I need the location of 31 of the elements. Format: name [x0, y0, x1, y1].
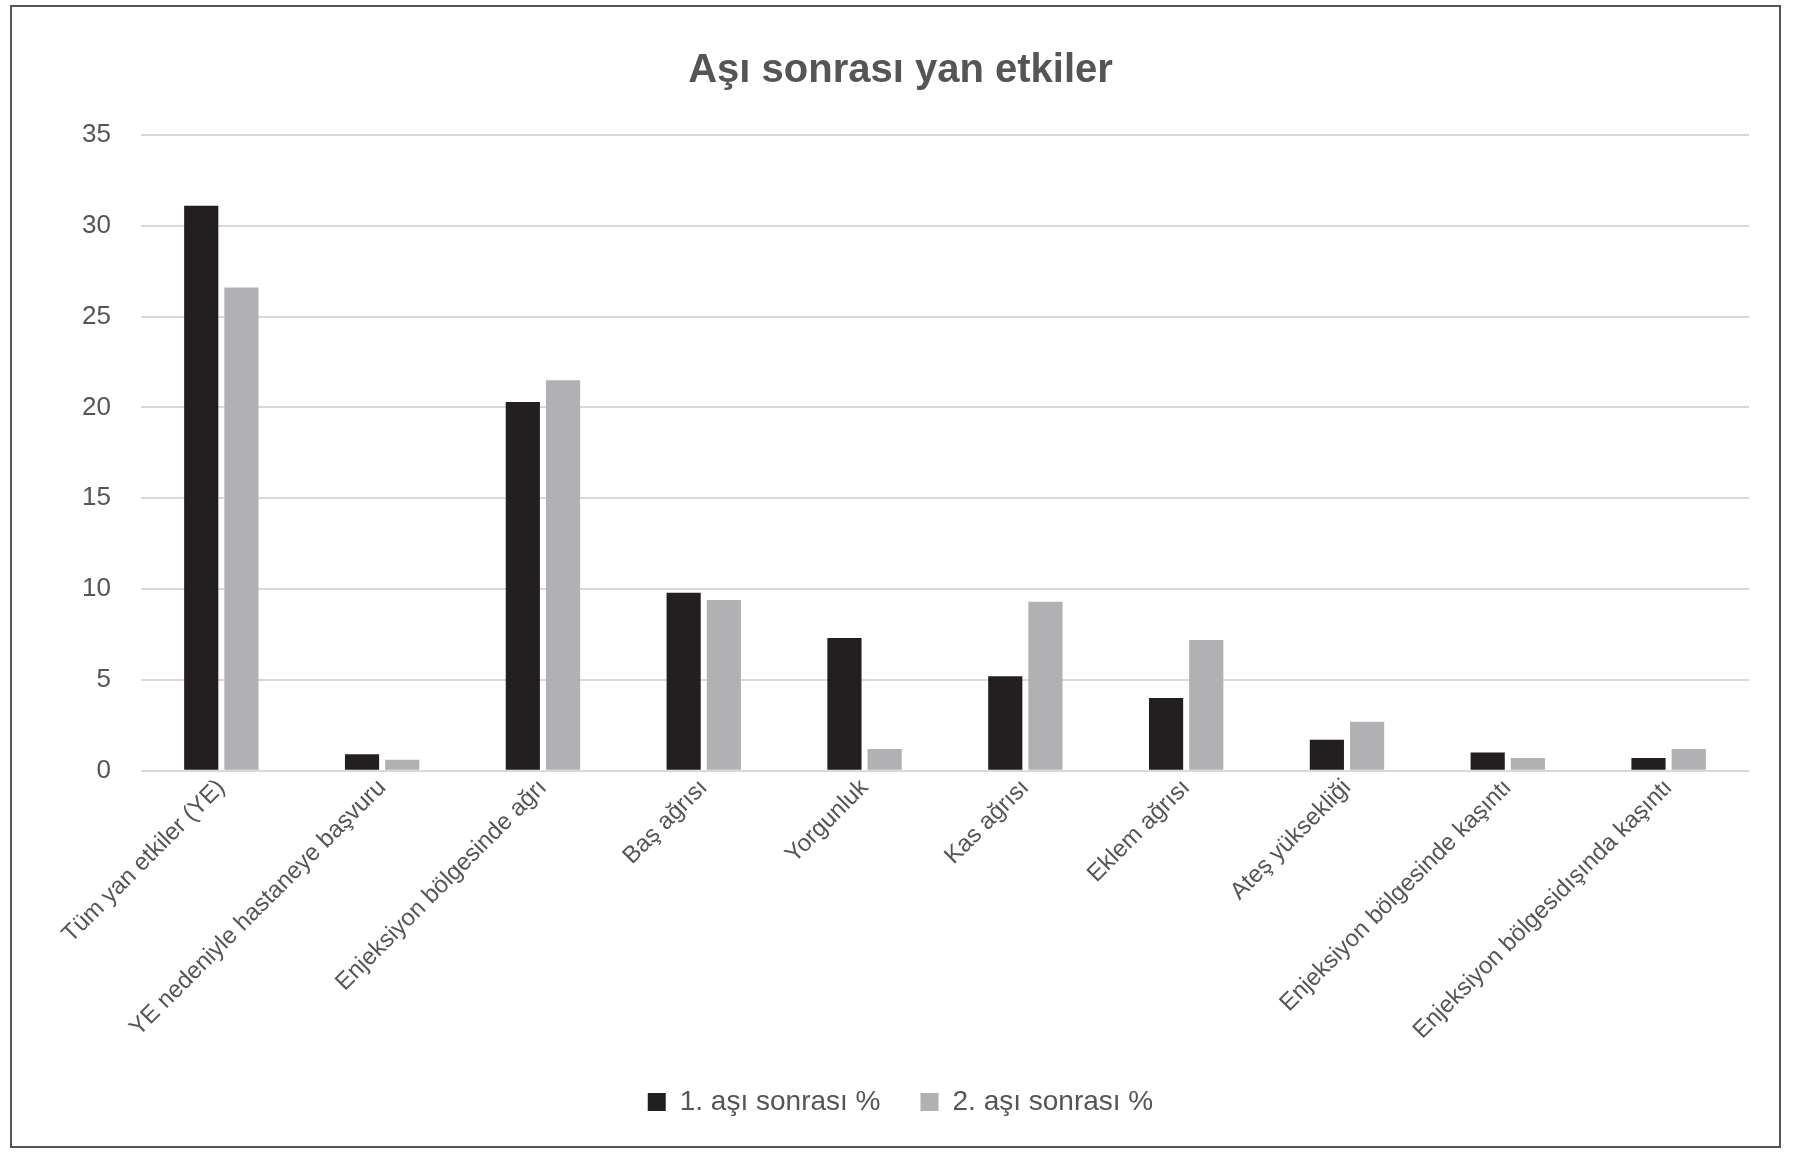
bar	[224, 287, 259, 770]
bar	[666, 592, 701, 770]
bar	[1309, 739, 1344, 770]
bar	[1631, 757, 1666, 770]
bar	[1189, 639, 1224, 770]
bar	[545, 380, 581, 770]
bar	[1028, 601, 1063, 770]
y-tick-label: 30	[82, 208, 111, 239]
legend-label: 2. aşı sonrası %	[952, 1084, 1154, 1116]
bar	[1470, 752, 1505, 770]
bar	[867, 748, 902, 770]
y-tick-label: 25	[82, 299, 111, 330]
bar	[1510, 757, 1545, 770]
y-tick-label: 0	[96, 753, 111, 784]
y-tick-label: 15	[82, 481, 111, 512]
bar	[827, 638, 862, 770]
legend-label: 1. aşı sonrası %	[679, 1084, 881, 1116]
y-tick-label: 5	[96, 663, 111, 694]
bar	[344, 754, 380, 770]
bar	[184, 205, 219, 770]
y-tick-label: 35	[82, 118, 111, 149]
bar	[1148, 698, 1184, 770]
y-tick-label: 10	[82, 572, 111, 603]
bar	[505, 401, 540, 770]
bar	[988, 676, 1023, 770]
bar	[706, 599, 741, 770]
chart-title: Aşı sonrası yan etkiler	[688, 46, 1113, 91]
bar	[1671, 748, 1706, 770]
bar	[1350, 721, 1385, 770]
bar	[385, 759, 420, 770]
y-tick-label: 20	[82, 390, 111, 421]
